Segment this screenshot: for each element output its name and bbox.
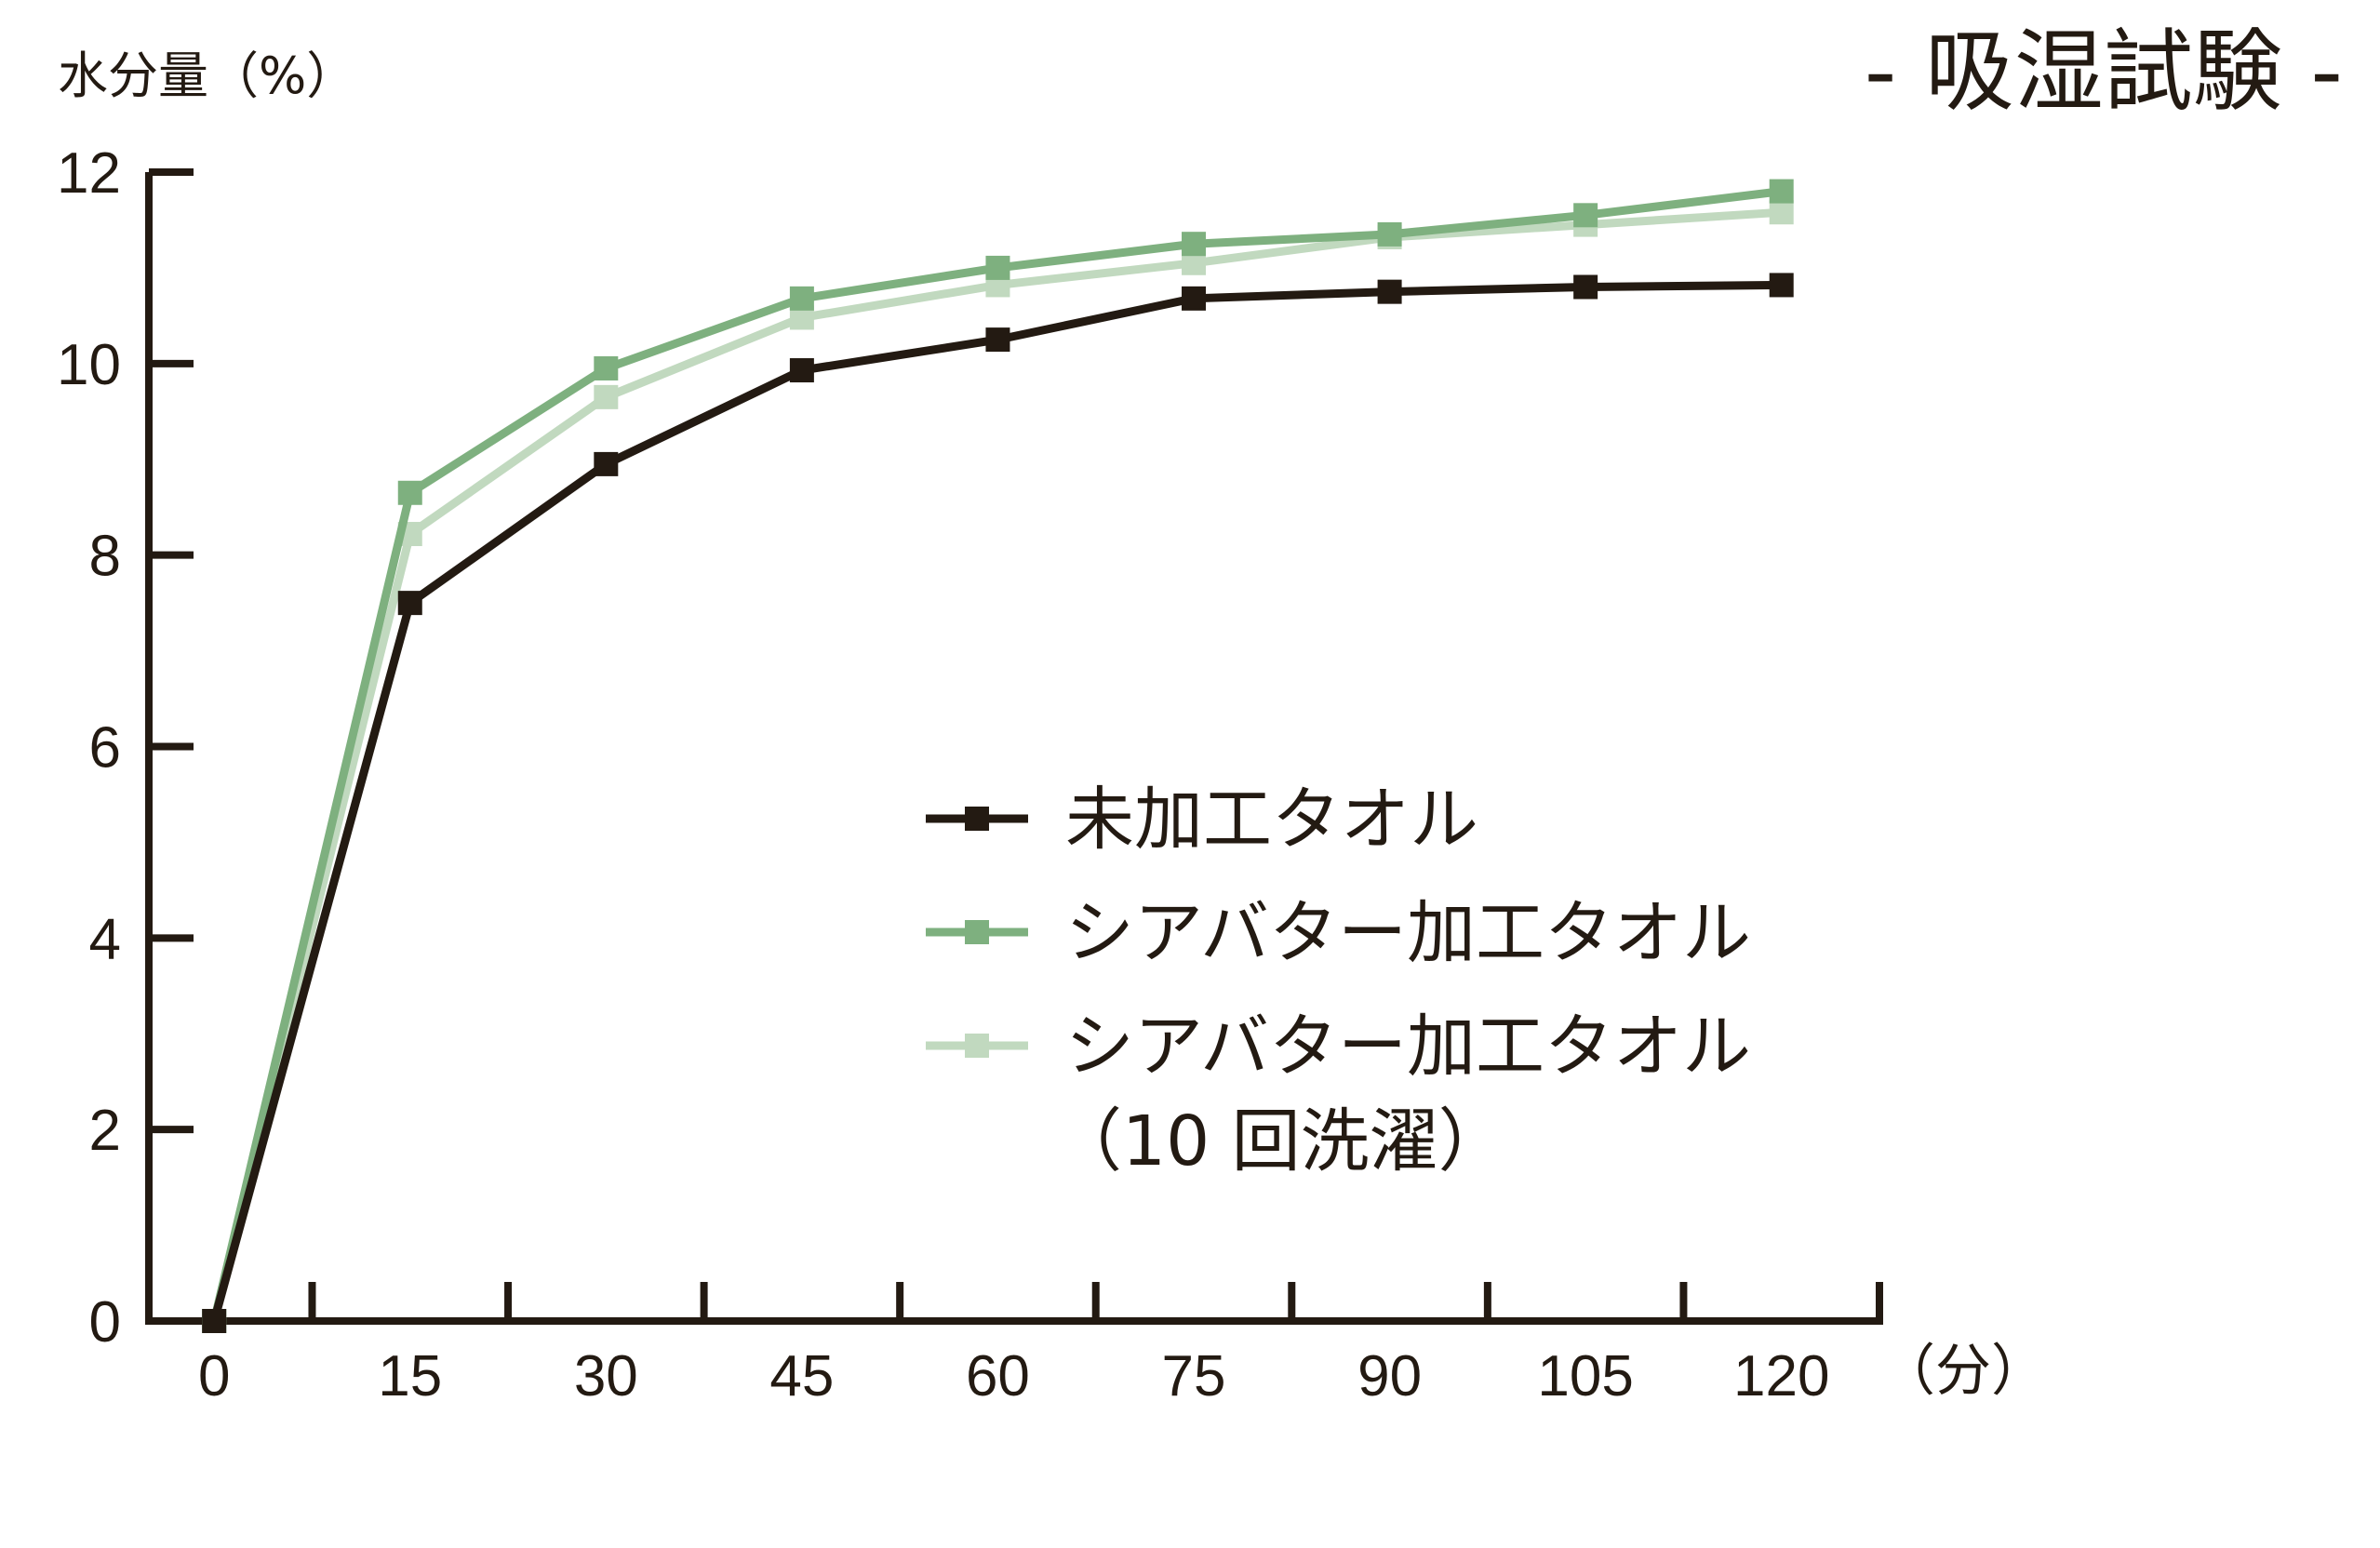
y-tick-label: 6 xyxy=(89,716,121,781)
series-line xyxy=(209,207,1782,1323)
y-tick-label: 2 xyxy=(89,1099,121,1163)
y-tick-label: 4 xyxy=(89,907,121,971)
legend-swatch-marker xyxy=(965,1034,989,1058)
data-point xyxy=(202,1309,227,1333)
legend-label: 未加工タオル xyxy=(1065,780,1478,860)
data-point xyxy=(789,358,814,383)
data-point xyxy=(1769,200,1794,225)
series-3 xyxy=(202,200,1794,1333)
series-line xyxy=(209,280,1782,1323)
legend-label: シアバター加工タオル xyxy=(1065,1007,1751,1087)
x-tick-label: 30 xyxy=(574,1344,638,1408)
series-layer xyxy=(202,179,1794,1333)
series-1 xyxy=(202,273,1794,1333)
y-tick-label: 12 xyxy=(57,141,121,206)
x-tick-label: 15 xyxy=(378,1344,442,1408)
data-point xyxy=(594,355,619,380)
data-point xyxy=(1377,279,1402,304)
x-tick-label: 45 xyxy=(769,1344,834,1408)
data-point xyxy=(1769,179,1794,204)
y-ticks: 0 2 4 6 8 10 12 xyxy=(57,141,194,1354)
data-point xyxy=(594,451,619,476)
y-tick-label: 10 xyxy=(57,333,121,397)
data-point xyxy=(985,327,1010,353)
data-point xyxy=(397,591,422,616)
x-tick-label: 120 xyxy=(1733,1344,1829,1408)
x-tick-label: 90 xyxy=(1357,1344,1422,1408)
data-point xyxy=(1377,221,1402,247)
legend-swatch-marker xyxy=(965,807,989,831)
x-ticks: 0 15 30 45 60 75 90 105 120 xyxy=(198,1282,1883,1408)
y-tick-label: 8 xyxy=(89,525,121,589)
data-point xyxy=(985,255,1010,280)
legend-label-line2: （10 回洗濯） xyxy=(1053,1101,1507,1181)
legend-item-3: シアバター加工タオル （10 回洗濯） xyxy=(926,1007,1751,1181)
x-tick-label: 75 xyxy=(1162,1344,1226,1408)
series-line xyxy=(209,187,1783,1323)
legend-item-2: シアバター加工タオル xyxy=(926,893,1751,973)
y-tick-label: 0 xyxy=(89,1290,121,1354)
data-point xyxy=(1182,286,1207,311)
legend-item-1: 未加工タオル xyxy=(926,780,1478,860)
legend-label: シアバター加工タオル xyxy=(1065,893,1751,973)
x-axis-unit: （分） xyxy=(1879,1339,2047,1404)
x-tick-label: 105 xyxy=(1537,1344,1633,1408)
data-point xyxy=(1182,232,1207,257)
x-tick-label: 60 xyxy=(966,1344,1030,1408)
data-point xyxy=(1573,274,1598,300)
y-axis-label: 水分量（%） xyxy=(58,47,356,105)
x-tick-label: 0 xyxy=(198,1344,230,1408)
data-point xyxy=(1769,273,1794,298)
chart-title: - 吸湿試験 - xyxy=(1865,20,2343,124)
series-2 xyxy=(202,179,1794,1333)
data-point xyxy=(397,480,422,505)
data-point xyxy=(594,384,619,409)
data-point xyxy=(1573,203,1598,228)
legend-swatch-marker xyxy=(965,920,989,944)
data-point xyxy=(789,286,814,311)
